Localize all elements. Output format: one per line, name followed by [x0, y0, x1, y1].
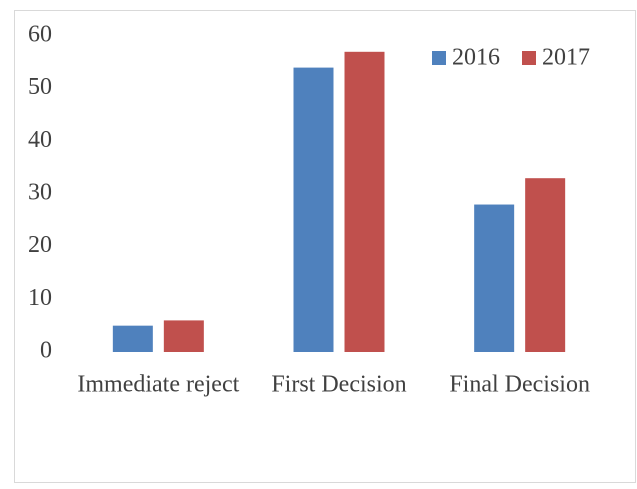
bar: [474, 204, 515, 352]
legend-swatch: [432, 51, 446, 65]
legend-label: 2016: [452, 45, 500, 71]
bar: [112, 325, 153, 352]
x-tick-label: Final Decision: [449, 372, 590, 398]
bar: [525, 178, 566, 352]
x-tick-label: First Decision: [271, 372, 406, 398]
legend-swatch: [522, 51, 536, 65]
bar: [344, 51, 385, 353]
y-tick-label: 30: [28, 180, 52, 206]
y-tick-label: 0: [40, 338, 52, 364]
y-tick-label: 60: [28, 22, 52, 48]
bar: [163, 320, 204, 352]
bar: [293, 67, 334, 352]
y-tick-label: 10: [28, 285, 52, 311]
x-tick-label: Immediate reject: [77, 372, 239, 398]
y-tick-label: 40: [28, 127, 52, 153]
legend-label: 2017: [542, 45, 590, 71]
y-tick-label: 20: [28, 232, 52, 258]
y-tick-label: 50: [28, 74, 52, 100]
